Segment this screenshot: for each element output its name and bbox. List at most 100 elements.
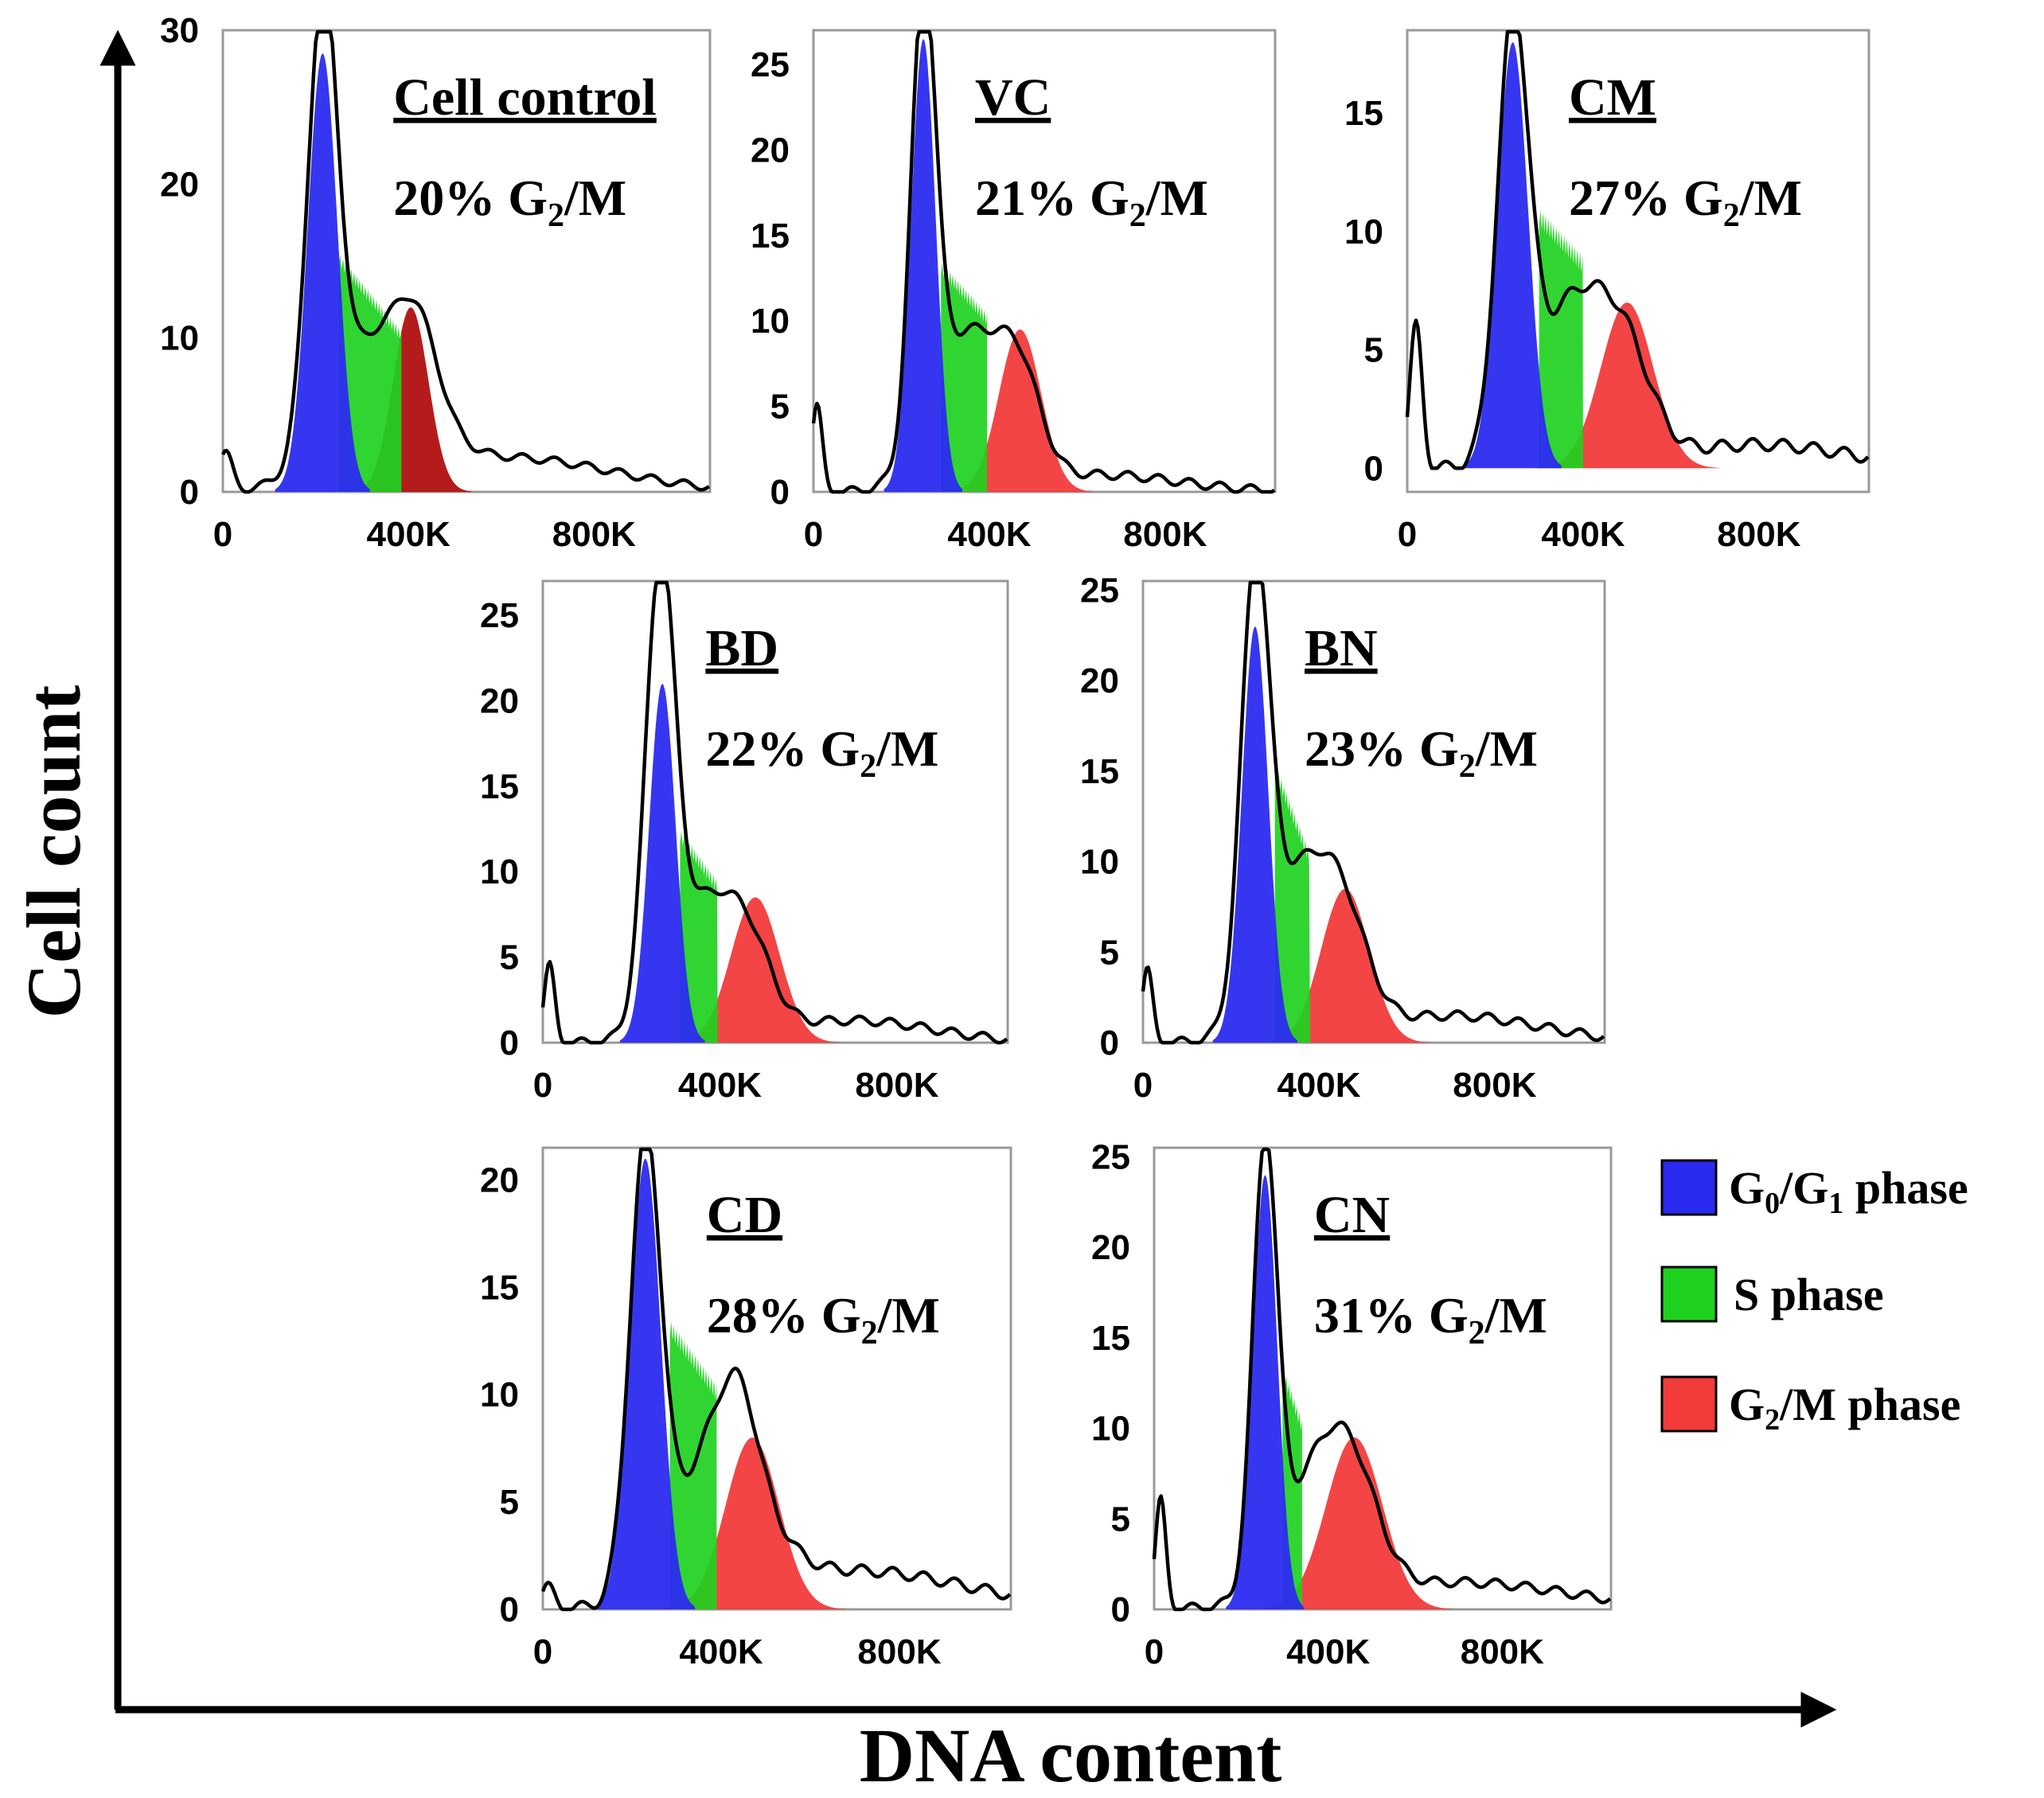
y-tick-label: 20 bbox=[1091, 1228, 1130, 1267]
panel-title: Cell control bbox=[393, 68, 657, 127]
legend-label-g0g1: G0/G1 phase bbox=[1729, 1162, 1968, 1220]
panel-title: VC bbox=[975, 68, 1051, 127]
legend-label-s: S phase bbox=[1734, 1269, 1884, 1320]
g0g1-phase-area bbox=[884, 38, 963, 493]
y-tick-label: 20 bbox=[1080, 661, 1119, 700]
y-tick-label: 15 bbox=[1091, 1319, 1130, 1358]
y-tick-label: 20 bbox=[480, 1160, 519, 1199]
y-tick-label: 10 bbox=[480, 1375, 519, 1414]
panel-title: CN bbox=[1314, 1186, 1390, 1244]
y-tick-label: 25 bbox=[1080, 571, 1119, 610]
y-tick-label: 5 bbox=[770, 388, 790, 427]
y-tick-label: 25 bbox=[751, 45, 790, 84]
histogram-outline bbox=[1405, 29, 1870, 470]
y-tick-label: 5 bbox=[1100, 933, 1119, 972]
panel-cd: 0 5 10 15 20 0 400K 800K CD 28% G2/M bbox=[480, 1146, 1012, 1671]
y-tick-label: 20 bbox=[751, 131, 790, 170]
s-phase-area bbox=[680, 830, 718, 1043]
legend-swatch-g0g1 bbox=[1660, 1159, 1718, 1216]
y-tick-label: 5 bbox=[500, 938, 519, 977]
panel-title: BN bbox=[1305, 619, 1378, 677]
g0g1-phase-area bbox=[595, 1158, 696, 1609]
x-tick-label: 400K bbox=[367, 515, 451, 554]
x-tick-label: 0 bbox=[1145, 1632, 1164, 1671]
x-tick-label: 800K bbox=[552, 515, 636, 554]
y-tick-label: 10 bbox=[1091, 1410, 1130, 1449]
y-tick-label: 0 bbox=[500, 1024, 519, 1063]
panel-bd: 0 5 10 15 20 25 0 400K 800K BD 22% G2/M bbox=[480, 579, 1009, 1105]
g0g1-phase-area bbox=[1463, 42, 1562, 469]
panel-vc: 0 5 10 15 20 25 0 400K 800K VC 21% G2/M bbox=[751, 29, 1277, 554]
y-axis-title: Cell count bbox=[11, 685, 96, 1019]
x-tick-label: 400K bbox=[678, 1066, 762, 1105]
legend-swatch-g2m bbox=[1660, 1375, 1718, 1433]
g2m-percent-label: 23% G2/M bbox=[1305, 720, 1538, 785]
legend-item-g2m: G2/M phase bbox=[1660, 1375, 1960, 1437]
x-tick-label: 800K bbox=[857, 1632, 941, 1671]
x-tick-label: 400K bbox=[1286, 1632, 1370, 1671]
y-tick-label: 0 bbox=[180, 473, 199, 512]
legend-item-s: S phase bbox=[1660, 1266, 1884, 1323]
y-tick-label: 20 bbox=[480, 681, 519, 720]
x-tick-label: 800K bbox=[1461, 1632, 1544, 1671]
x-tick-label: 800K bbox=[855, 1066, 938, 1105]
legend: G0/G1 phase S phase G2/M phase bbox=[1660, 1159, 1968, 1437]
y-tick-label: 10 bbox=[751, 302, 790, 341]
panel-cn: 0 5 10 15 20 25 0 400K 800K CN 31% G2/M bbox=[1091, 1137, 1613, 1671]
g2m-percent-label: 22% G2/M bbox=[705, 720, 938, 785]
x-tick-label: 0 bbox=[1398, 515, 1417, 554]
g0g1-phase-area bbox=[619, 683, 705, 1043]
histogram-outline bbox=[221, 29, 711, 494]
histogram-outline bbox=[811, 29, 1276, 494]
y-tick-label: 10 bbox=[1080, 843, 1119, 882]
g2m-phase-area bbox=[349, 307, 473, 492]
panel-title: BD bbox=[705, 619, 778, 677]
g2m-phase-area bbox=[669, 897, 841, 1043]
x-tick-label: 400K bbox=[947, 515, 1031, 554]
y-tick-label: 5 bbox=[1111, 1500, 1130, 1539]
g2m-percent-label: 31% G2/M bbox=[1314, 1287, 1547, 1351]
g2m-percent-label: 28% G2/M bbox=[707, 1287, 940, 1351]
x-tick-label: 400K bbox=[1277, 1066, 1360, 1105]
legend-item-g0g1: G0/G1 phase bbox=[1660, 1159, 1968, 1220]
legend-swatch-s bbox=[1660, 1266, 1718, 1323]
g2m-phase-area bbox=[1260, 888, 1430, 1043]
histogram-outline bbox=[540, 580, 1008, 1045]
y-tick-label: 30 bbox=[160, 11, 199, 50]
histogram-outline bbox=[1141, 580, 1605, 1045]
g2m-phase-area bbox=[1535, 302, 1720, 469]
y-tick-label: 0 bbox=[1100, 1024, 1119, 1063]
y-tick-label: 20 bbox=[160, 165, 199, 204]
y-tick-label: 10 bbox=[160, 319, 199, 358]
y-tick-label: 5 bbox=[500, 1483, 519, 1522]
y-tick-label: 15 bbox=[751, 216, 790, 255]
panel-bn: 0 5 10 15 20 25 0 400K 800K BN 23% G2/M bbox=[1080, 571, 1606, 1105]
histogram-outline bbox=[1152, 1147, 1612, 1612]
y-tick-label: 10 bbox=[1344, 213, 1383, 252]
y-tick-label: 25 bbox=[480, 596, 519, 635]
y-tick-label: 15 bbox=[1344, 94, 1383, 133]
g2m-percent-label: 21% G2/M bbox=[975, 170, 1208, 234]
g0g1-phase-area bbox=[275, 53, 370, 492]
g0g1-phase-area bbox=[1226, 1175, 1305, 1609]
y-tick-label: 0 bbox=[500, 1590, 519, 1629]
panel-cm: 0 5 10 15 0 400K 800K CM 27% G2/M bbox=[1344, 29, 1870, 554]
histogram-outline bbox=[540, 1147, 1012, 1612]
g2m-phase-area bbox=[946, 329, 1094, 492]
x-tick-label: 0 bbox=[804, 515, 823, 554]
panel-frame bbox=[1406, 29, 1870, 493]
panel-title: CM bbox=[1569, 68, 1656, 127]
x-tick-label: 800K bbox=[1453, 1066, 1536, 1105]
x-tick-label: 0 bbox=[533, 1632, 552, 1671]
g2m-phase-area bbox=[1255, 1437, 1453, 1609]
x-axis-title: DNA content bbox=[860, 1713, 1282, 1798]
y-tick-label: 15 bbox=[1080, 752, 1119, 791]
panel-cell-control: 0 10 20 30 0 400K 800K Cell control 20% G2/M bbox=[160, 11, 712, 554]
y-tick-label: 5 bbox=[1364, 331, 1383, 370]
y-tick-label: 15 bbox=[480, 767, 519, 806]
y-tick-label: 25 bbox=[1091, 1137, 1130, 1176]
x-tick-label: 800K bbox=[1123, 515, 1207, 554]
x-tick-label: 800K bbox=[1717, 515, 1800, 554]
legend-label-g2m: G2/M phase bbox=[1729, 1379, 1960, 1437]
